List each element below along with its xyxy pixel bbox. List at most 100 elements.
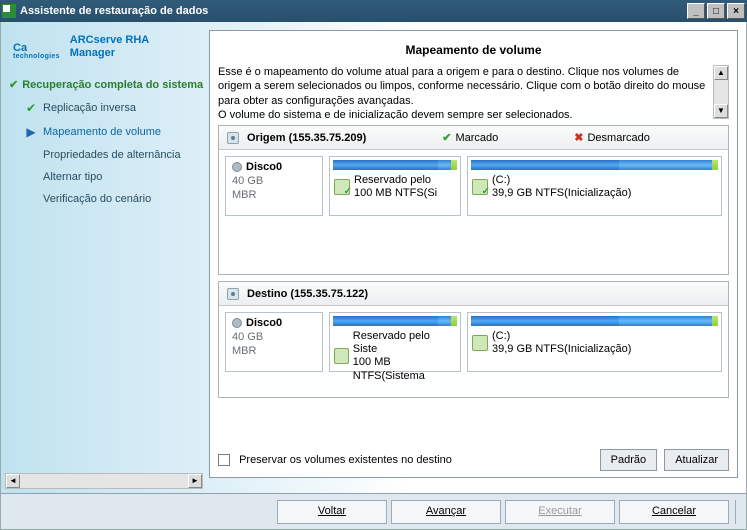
source-ip: (155.35.75.209) <box>289 132 367 144</box>
maximize-button[interactable]: □ <box>707 3 725 19</box>
back-label: Voltar <box>318 505 346 517</box>
source-block: Origem (155.35.75.209) ✔ Marcado ✖ Desma… <box>218 125 729 275</box>
page-title: Mapeamento de volume <box>218 43 729 57</box>
section-heading: ✔ Recuperação completa do sistema <box>9 78 205 91</box>
close-button[interactable]: × <box>727 3 745 19</box>
description-text: Esse é o mapeamento do volume atual para… <box>218 65 729 119</box>
brand-mark: Ca technologies <box>13 34 60 60</box>
volume-line2: 100 MB NTFS(Si <box>354 187 437 200</box>
scroll-down-icon[interactable]: ▼ <box>714 104 728 118</box>
source-header: Origem (155.35.75.209) ✔ Marcado ✖ Desma… <box>219 126 728 150</box>
run-button: Executar <box>505 500 615 524</box>
disk-icon <box>232 162 242 172</box>
x-icon: ✖ <box>574 131 583 144</box>
volume-line2: 39,9 GB NTFS(Inicialização) <box>492 187 631 200</box>
host-icon <box>227 132 239 144</box>
step-label: Verificação do cenário <box>43 193 151 205</box>
next-label: Avançar <box>426 505 466 517</box>
source-disk-card[interactable]: Disco0 40 GB MBR <box>225 156 323 216</box>
refresh-button[interactable]: Atualizar <box>664 449 729 471</box>
step-label: Alternar tipo <box>43 171 102 183</box>
arrow-icon: ▶ <box>25 125 37 139</box>
step-label: Replicação inversa <box>43 102 136 114</box>
check-icon: ✔ <box>9 78 18 91</box>
volume-line2: 100 MB NTFS(Sistema <box>353 356 456 382</box>
section-title: Recuperação completa do sistema <box>22 79 203 91</box>
destination-label-text: Destino <box>247 288 287 300</box>
minimize-button[interactable]: _ <box>687 3 705 19</box>
destination-disk-area: Disco0 40 GB MBR Reservado pelo Siste 10… <box>219 306 728 378</box>
sidebar: Ca technologies ARCserve RHA Manager ✔ R… <box>1 22 209 480</box>
step-switch-type[interactable]: Alternar tipo <box>25 171 205 183</box>
volume-line1: Reservado pelo Siste <box>353 330 456 356</box>
brand-logo: Ca technologies ARCserve RHA Manager <box>13 34 205 60</box>
volume-icon <box>334 179 350 195</box>
source-volume-reserved[interactable]: Reservado pelo 100 MB NTFS(Si <box>329 156 461 216</box>
back-button[interactable]: Voltar <box>277 500 387 524</box>
run-label: Executar <box>538 505 581 517</box>
check-icon: ✔ <box>25 101 37 115</box>
scroll-up-icon[interactable]: ▲ <box>714 66 728 80</box>
host-icon <box>227 288 239 300</box>
disk-name: Disco0 <box>246 317 282 329</box>
destination-volume-c[interactable]: (C:) 39,9 GB NTFS(Inicialização) <box>467 312 722 372</box>
preserve-checkbox[interactable]: Preservar os volumes existentes no desti… <box>218 454 452 466</box>
window-title: Assistente de restauração de dados <box>20 5 685 17</box>
volume-line1: (C:) <box>492 174 631 187</box>
checkbox-icon <box>218 454 230 466</box>
content-area: Ca technologies ARCserve RHA Manager ✔ R… <box>0 22 747 530</box>
source-label-text: Origem <box>247 132 286 144</box>
disk-icon <box>232 318 242 328</box>
brand-product: ARCserve RHA Manager <box>70 34 149 59</box>
disk-name: Disco0 <box>246 161 282 173</box>
volume-icon <box>472 179 488 195</box>
legend-unmarked: ✖ Desmarcado <box>574 131 650 144</box>
default-button[interactable]: Padrão <box>600 449 657 471</box>
volume-icon <box>334 348 349 364</box>
volume-line1: Reservado pelo <box>354 174 437 187</box>
disk-size: 40 GB <box>232 175 316 187</box>
preserve-label: Preservar os volumes existentes no desti… <box>239 454 452 466</box>
destination-header: Destino (155.35.75.122) <box>219 282 728 306</box>
volume-icon <box>472 335 488 351</box>
disk-scheme: MBR <box>232 189 316 201</box>
description-vscrollbar[interactable]: ▲ ▼ <box>713 65 729 119</box>
wizard-button-bar: Voltar Avançar Executar Cancelar <box>1 493 746 529</box>
disk-size: 40 GB <box>232 331 316 343</box>
legend-marked: ✔ Marcado <box>442 131 498 144</box>
brand-sub: technologies <box>13 54 60 60</box>
scroll-right-icon[interactable]: ► <box>188 474 202 488</box>
step-label: Propriedades de alternância <box>43 149 181 161</box>
destination-ip: (155.35.75.122) <box>290 288 368 300</box>
volume-line2: 39,9 GB NTFS(Inicialização) <box>492 343 631 356</box>
brand-line2: Manager <box>70 47 149 60</box>
step-scenario-verification[interactable]: Verificação do cenário <box>25 193 205 205</box>
sidebar-hscrollbar[interactable]: ◄ ► <box>5 473 203 489</box>
next-button[interactable]: Avançar <box>391 500 501 524</box>
disk-scheme: MBR <box>232 345 316 357</box>
app-icon <box>2 4 16 18</box>
source-volume-c[interactable]: (C:) 39,9 GB NTFS(Inicialização) <box>467 156 722 216</box>
titlebar: Assistente de restauração de dados _ □ × <box>0 0 747 22</box>
scroll-left-icon[interactable]: ◄ <box>6 474 20 488</box>
cancel-label: Cancelar <box>652 505 696 517</box>
destination-disk-card[interactable]: Disco0 40 GB MBR <box>225 312 323 372</box>
legend-marked-label: Marcado <box>455 132 498 144</box>
step-volume-mapping[interactable]: ▶ Mapeamento de volume <box>25 125 205 139</box>
source-disk-area: Disco0 40 GB MBR Reservado pelo 100 MB N… <box>219 150 728 222</box>
brand-line1: ARCserve RHA <box>70 34 149 47</box>
legend-unmarked-label: Desmarcado <box>587 132 649 144</box>
cancel-button[interactable]: Cancelar <box>619 500 729 524</box>
destination-block: Destino (155.35.75.122) Disco0 40 GB MBR <box>218 281 729 398</box>
step-replication[interactable]: ✔ Replicação inversa <box>25 101 205 115</box>
destination-volume-reserved[interactable]: Reservado pelo Siste 100 MB NTFS(Sistema <box>329 312 461 372</box>
step-switchover-properties[interactable]: Propriedades de alternância <box>25 149 205 161</box>
step-label: Mapeamento de volume <box>43 126 161 138</box>
destination-label: Destino (155.35.75.122) <box>247 288 368 300</box>
check-icon: ✔ <box>442 131 451 144</box>
volume-line1: (C:) <box>492 330 631 343</box>
description-wrap: Esse é o mapeamento do volume atual para… <box>218 65 729 119</box>
main-panel: Mapeamento de volume Esse é o mapeamento… <box>209 30 738 478</box>
panel-footer: Preservar os volumes existentes no desti… <box>218 449 729 471</box>
source-label: Origem (155.35.75.209) <box>247 132 366 144</box>
